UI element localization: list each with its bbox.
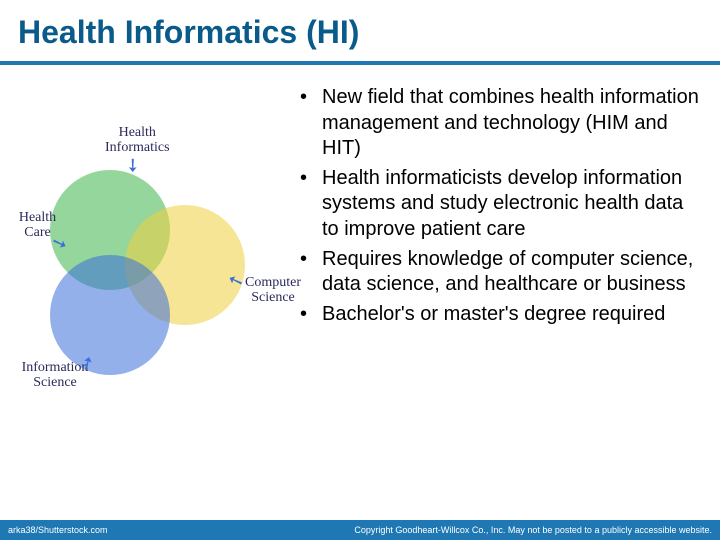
- venn-container: Health Informatics Health Care Computer …: [10, 115, 270, 395]
- slide-title: Health Informatics (HI): [0, 0, 720, 59]
- bullet-item: Bachelor's or master's degree required: [300, 302, 702, 328]
- bullet-item: Health informaticists develop informatio…: [300, 166, 702, 243]
- bullet-list: New field that combines health informati…: [290, 85, 702, 540]
- bullet-item: Requires knowledge of computer science, …: [300, 247, 702, 298]
- venn-label-right: Computer Science: [238, 275, 308, 306]
- venn-circle-information-science: [50, 255, 170, 375]
- footer-credit-left: arka38/Shutterstock.com: [8, 525, 108, 535]
- footer-bar: arka38/Shutterstock.com Copyright Goodhe…: [0, 520, 720, 540]
- content-area: Health Informatics Health Care Computer …: [0, 65, 720, 540]
- venn-label-top: Health Informatics: [105, 125, 170, 156]
- footer-copyright: Copyright Goodheart-Willcox Co., Inc. Ma…: [354, 525, 712, 535]
- venn-diagram: Health Informatics Health Care Computer …: [10, 85, 290, 540]
- bullet-item: New field that combines health informati…: [300, 85, 702, 162]
- slide: Health Informatics (HI) Health Informati…: [0, 0, 720, 540]
